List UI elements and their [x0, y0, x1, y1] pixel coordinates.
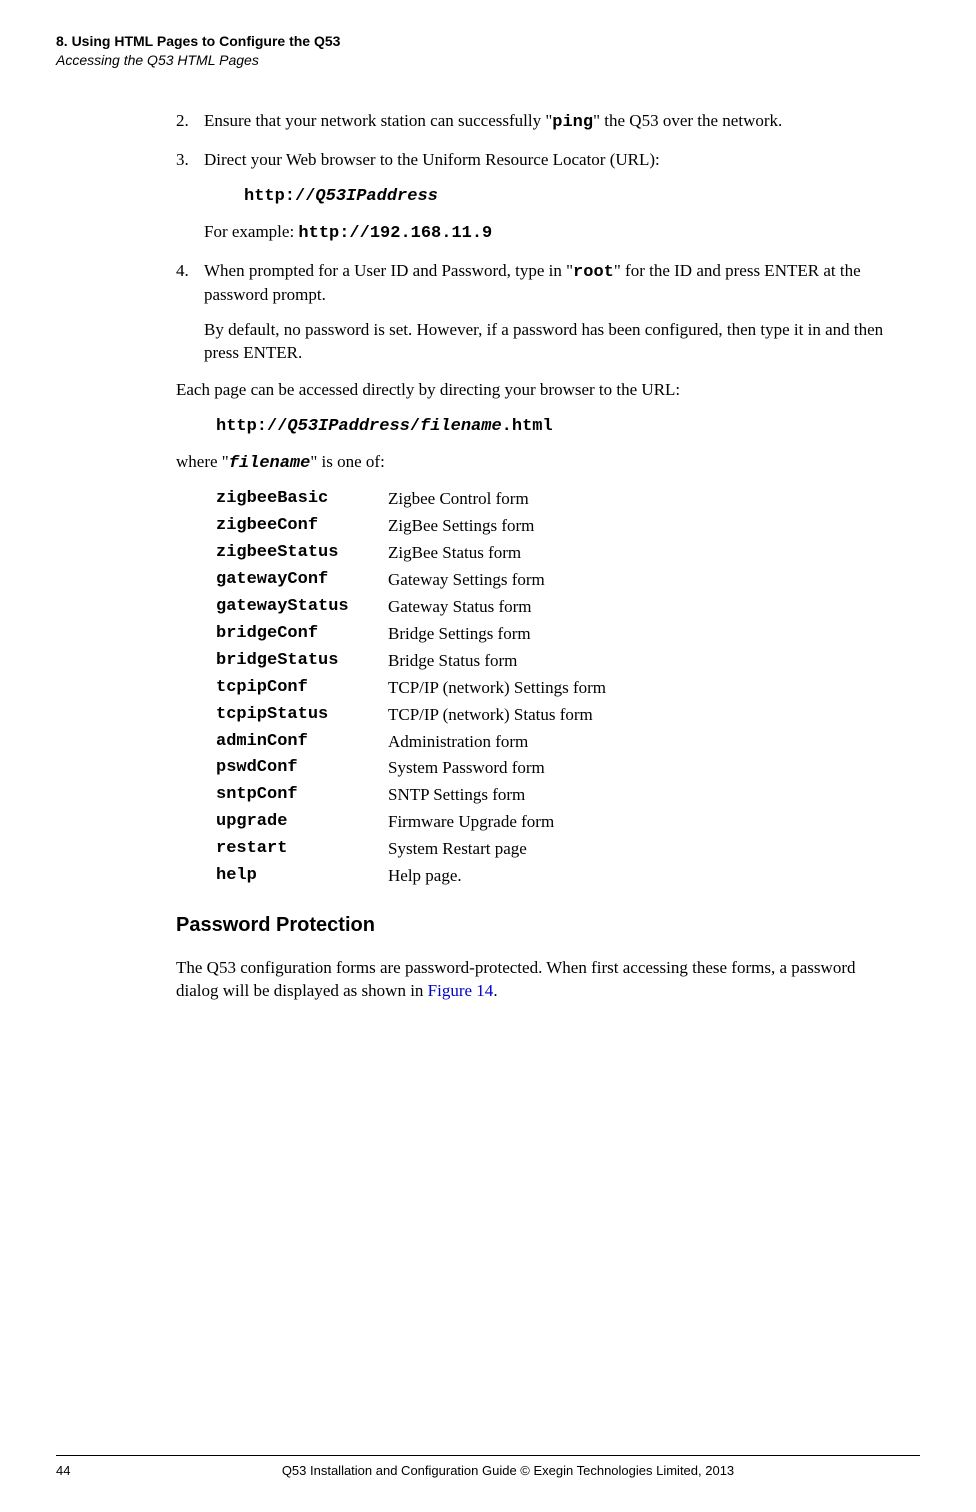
step-number: 3. — [176, 149, 189, 172]
table-row: zigbeeConfZigBee Settings form — [216, 513, 606, 540]
filename-table: zigbeeBasicZigbee Control formzigbeeConf… — [216, 486, 606, 890]
code-root: root — [573, 263, 614, 282]
table-row: upgradeFirmware Upgrade form — [216, 809, 606, 836]
filename-cell: bridgeConf — [216, 621, 388, 648]
description-cell: ZigBee Status form — [388, 540, 606, 567]
filename-cell: sntpConf — [216, 782, 388, 809]
step-3: 3. Direct your Web browser to the Unifor… — [204, 149, 892, 246]
numbered-steps: 2. Ensure that your network station can … — [176, 110, 892, 366]
where-pre: where " — [176, 452, 229, 471]
table-row: tcpipConfTCP/IP (network) Settings form — [216, 675, 606, 702]
where-post: " is one of: — [310, 452, 384, 471]
table-row: gatewayConfGateway Settings form — [216, 567, 606, 594]
url-pattern-block: http://Q53IPaddress/filename.html — [216, 414, 892, 439]
example-line: For example: http://192.168.11.9 — [204, 221, 892, 246]
description-cell: Zigbee Control form — [388, 486, 606, 513]
table-row: zigbeeBasicZigbee Control form — [216, 486, 606, 513]
table-row: pswdConfSystem Password form — [216, 755, 606, 782]
figure-link[interactable]: Figure 14 — [428, 981, 494, 1000]
filename-cell: bridgeStatus — [216, 648, 388, 675]
table-row: adminConfAdministration form — [216, 729, 606, 756]
where-filename: filename — [229, 454, 311, 473]
step-2: 2. Ensure that your network station can … — [204, 110, 892, 135]
description-cell: Administration form — [388, 729, 606, 756]
example-label: For example: — [204, 222, 298, 241]
description-cell: TCP/IP (network) Status form — [388, 702, 606, 729]
filename-cell: help — [216, 863, 388, 890]
step-text: When prompted for a User ID and Password… — [204, 261, 573, 280]
description-cell: Gateway Status form — [388, 594, 606, 621]
description-cell: ZigBee Settings form — [388, 513, 606, 540]
step-text: " the Q53 over the network. — [593, 111, 782, 130]
description-cell: TCP/IP (network) Settings form — [388, 675, 606, 702]
filename-cell: zigbeeStatus — [216, 540, 388, 567]
filename-cell: zigbeeConf — [216, 513, 388, 540]
description-cell: System Password form — [388, 755, 606, 782]
table-row: zigbeeStatusZigBee Status form — [216, 540, 606, 567]
step-number: 2. — [176, 110, 189, 133]
description-cell: Help page. — [388, 863, 606, 890]
section-heading-password-protection: Password Protection — [176, 912, 892, 939]
table-row: bridgeConfBridge Settings form — [216, 621, 606, 648]
page-footer: 44 Q53 Installation and Configuration Gu… — [56, 1455, 920, 1480]
table-row: gatewayStatusGateway Status form — [216, 594, 606, 621]
section-body: The Q53 configuration forms are password… — [176, 957, 892, 1003]
example-url: http://192.168.11.9 — [298, 224, 492, 243]
step-number: 4. — [176, 260, 189, 283]
filename-cell: upgrade — [216, 809, 388, 836]
filename-cell: restart — [216, 836, 388, 863]
url-host: Q53IPaddress — [315, 187, 437, 206]
url-sep: / — [410, 417, 420, 436]
description-cell: Bridge Status form — [388, 648, 606, 675]
filename-cell: zigbeeBasic — [216, 486, 388, 513]
table-row: helpHelp page. — [216, 863, 606, 890]
url-ext: .html — [502, 417, 553, 436]
direct-access-intro: Each page can be accessed directly by di… — [176, 379, 892, 402]
description-cell: System Restart page — [388, 836, 606, 863]
step-text: Direct your Web browser to the Uniform R… — [204, 150, 660, 169]
step-subparagraph: By default, no password is set. However,… — [204, 319, 892, 365]
table-row: bridgeStatusBridge Status form — [216, 648, 606, 675]
footer-text: Q53 Installation and Configuration Guide… — [96, 1462, 920, 1480]
page-content: 2. Ensure that your network station can … — [176, 110, 892, 1003]
step-4: 4. When prompted for a User ID and Passw… — [204, 260, 892, 366]
filename-cell: tcpipConf — [216, 675, 388, 702]
filename-cell: pswdConf — [216, 755, 388, 782]
filename-cell: gatewayStatus — [216, 594, 388, 621]
url-prefix: http:// — [216, 417, 287, 436]
description-cell: Bridge Settings form — [388, 621, 606, 648]
step-text: Ensure that your network station can suc… — [204, 111, 552, 130]
description-cell: SNTP Settings form — [388, 782, 606, 809]
url-filename: filename — [420, 417, 502, 436]
description-cell: Gateway Settings form — [388, 567, 606, 594]
url-prefix: http:// — [244, 187, 315, 206]
where-clause: where "filename" is one of: — [176, 451, 892, 476]
running-header-title: 8. Using HTML Pages to Configure the Q53 — [56, 32, 920, 51]
table-row: restartSystem Restart page — [216, 836, 606, 863]
section-body-text: The Q53 configuration forms are password… — [176, 958, 855, 1000]
section-body-text: . — [493, 981, 497, 1000]
filename-cell: tcpipStatus — [216, 702, 388, 729]
page-number: 44 — [56, 1462, 96, 1480]
table-row: tcpipStatusTCP/IP (network) Status form — [216, 702, 606, 729]
filename-cell: gatewayConf — [216, 567, 388, 594]
code-ping: ping — [552, 113, 593, 132]
description-cell: Firmware Upgrade form — [388, 809, 606, 836]
running-header-subtitle: Accessing the Q53 HTML Pages — [56, 51, 920, 70]
url-host: Q53IPaddress — [287, 417, 409, 436]
table-row: sntpConfSNTP Settings form — [216, 782, 606, 809]
filename-cell: adminConf — [216, 729, 388, 756]
url-example-block: http://Q53IPaddress — [244, 184, 892, 209]
